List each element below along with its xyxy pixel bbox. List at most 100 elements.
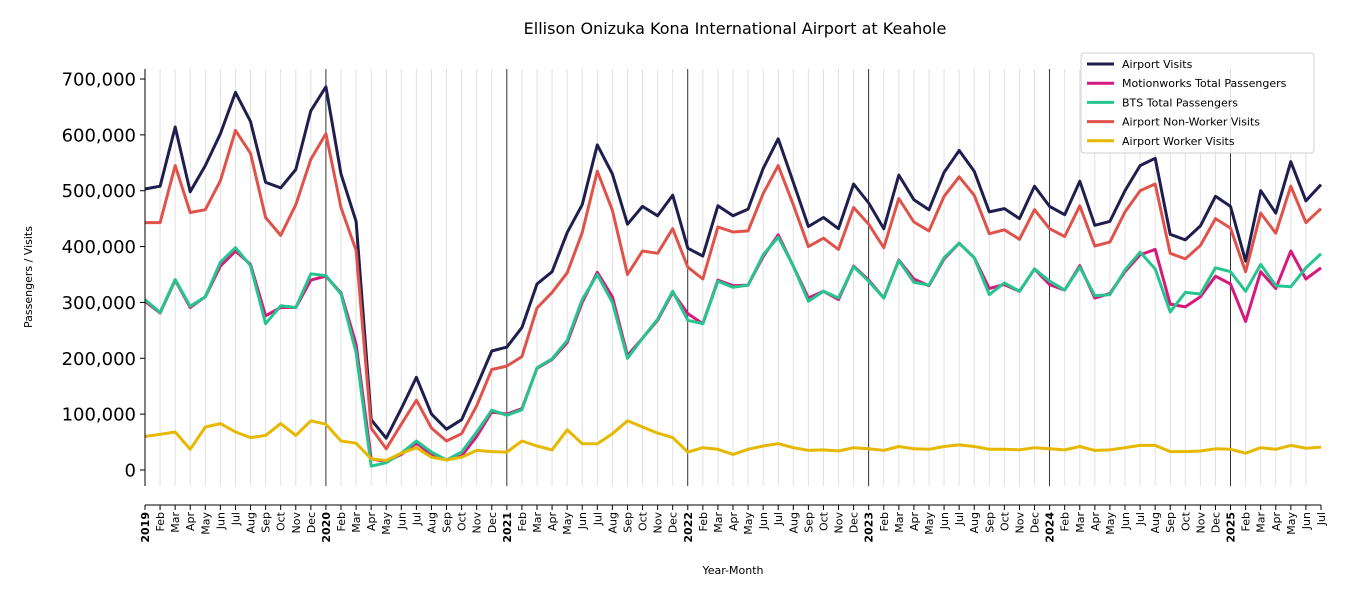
- x-tick-label: Sep: [621, 512, 634, 533]
- legend-label: Airport Worker Visits: [1122, 135, 1235, 148]
- x-tick-label: Feb: [516, 512, 529, 531]
- legend-label: Motionworks Total Passengers: [1122, 77, 1287, 90]
- legend-label: Airport Non-Worker Visits: [1122, 116, 1260, 129]
- x-tick-label: Sep: [802, 512, 815, 533]
- x-tick-label: Dec: [305, 512, 318, 533]
- x-tick-label: May: [742, 512, 755, 535]
- series-line-airport-non-worker-visits: [145, 128, 1323, 451]
- x-tick-label: Jul: [410, 512, 423, 526]
- x-tick-label: Dec: [486, 512, 499, 533]
- y-ticks: 0 100,000 200,000 300,000 400,000 500,000 600,…: [62, 70, 145, 482]
- y-tick-label: 200,000: [62, 349, 136, 370]
- legend-box: [1080, 52, 1315, 154]
- x-tick-label: Dec: [848, 512, 861, 533]
- x-tick-label: Nov: [1194, 512, 1207, 534]
- x-tick-label: 2022: [682, 512, 695, 543]
- x-tick-label: Oct: [1179, 511, 1192, 531]
- x-tick-label: 2020: [320, 512, 333, 543]
- x-tick-label: May: [1285, 512, 1298, 535]
- x-tick-label: May: [199, 512, 212, 535]
- x-tick-label: Dec: [1209, 512, 1222, 533]
- y-tick-label: 300,000: [62, 293, 136, 314]
- x-tick-label: Dec: [667, 512, 680, 533]
- y-tick-label: 600,000: [62, 125, 136, 146]
- x-tick-label: Aug: [425, 512, 438, 533]
- x-tick-label: Nov: [833, 512, 846, 534]
- x-tick-label: Apr: [1089, 512, 1102, 532]
- x-tick-label: Aug: [1149, 512, 1162, 533]
- x-ticks: 2019 Feb Mar Apr May Jun Jul Aug Sep Oct Nov Dec 202…: [139, 505, 1328, 543]
- x-tick-label: Jul: [229, 512, 242, 526]
- y-tick-label: 500,000: [62, 181, 136, 202]
- x-tick-label: Oct: [275, 511, 288, 531]
- x-tick-label: Jun: [576, 512, 589, 530]
- series-line-airport-visits: [144, 85, 1323, 440]
- x-tick-label: Apr: [184, 512, 197, 532]
- x-tick-label: Oct: [637, 511, 650, 531]
- y-tick-label: 700,000: [62, 70, 136, 91]
- x-tick-label: Sep: [260, 512, 273, 533]
- x-tick-label: 2025: [1225, 512, 1238, 543]
- x-tick-label: Aug: [245, 512, 258, 533]
- x-tick-label: 2023: [863, 512, 876, 543]
- x-tick-label: Jun: [395, 512, 408, 530]
- x-tick-label: Jul: [953, 512, 966, 526]
- x-tick-label: Mar: [712, 512, 725, 533]
- x-tick-label: Feb: [878, 512, 891, 531]
- x-tick-label: Jun: [938, 512, 951, 530]
- x-tick-label: Aug: [787, 512, 800, 533]
- x-tick-label: 2021: [501, 512, 514, 543]
- x-tick-label: Jul: [1134, 512, 1147, 526]
- x-tick-label: Jul: [591, 512, 604, 526]
- y-axis-label: Passengers / Visits: [22, 226, 35, 328]
- x-tick-label: Mar: [531, 512, 544, 533]
- x-tick-label: 2024: [1044, 512, 1057, 543]
- x-tick-label: Feb: [697, 512, 710, 531]
- x-axis-label: Year-Month: [701, 564, 763, 577]
- legend: Airport Visits Motionworks Total Passenge…: [1080, 52, 1315, 154]
- x-tick-label: Oct: [817, 511, 830, 531]
- series-line-bts-total-passengers: [144, 235, 1323, 468]
- x-tick-label: Oct: [998, 511, 1011, 531]
- x-tick-label: Mar: [169, 512, 182, 533]
- x-tick-label: Feb: [1059, 512, 1072, 531]
- x-tick-label: May: [1104, 512, 1117, 535]
- x-tick-label: Jun: [757, 512, 770, 530]
- x-tick-label: Feb: [154, 512, 167, 531]
- legend-label: Airport Visits: [1122, 58, 1193, 71]
- x-tick-label: Sep: [1164, 512, 1177, 533]
- x-tick-label: May: [923, 512, 936, 535]
- x-tick-label: Jul: [772, 512, 785, 526]
- series-lines: [144, 85, 1323, 468]
- x-tick-label: Nov: [290, 512, 303, 534]
- x-tick-label: Sep: [441, 512, 454, 533]
- y-tick-label: 100,000: [62, 405, 136, 426]
- x-tick-label: Jun: [214, 512, 227, 530]
- x-tick-label: Nov: [471, 512, 484, 534]
- y-tick-label: 400,000: [62, 237, 136, 258]
- x-tick-label: Dec: [1029, 512, 1042, 533]
- x-tick-label: Apr: [546, 512, 559, 532]
- x-tick-label: Apr: [1270, 512, 1283, 532]
- series-line-airport-worker-visits: [144, 419, 1322, 462]
- x-tick-label: Feb: [335, 512, 348, 531]
- x-tick-label: Apr: [727, 512, 740, 532]
- x-tick-label: Oct: [456, 511, 469, 531]
- x-tick-label: Nov: [652, 512, 665, 534]
- x-tick-label: May: [561, 512, 574, 535]
- y-tick-label: 0: [125, 461, 136, 482]
- x-tick-label: 2019: [139, 512, 152, 543]
- x-tick-label: Apr: [365, 512, 378, 532]
- x-tick-label: May: [380, 512, 393, 535]
- x-tick-label: Jun: [1119, 512, 1132, 530]
- legend-label: BTS Total Passengers: [1122, 96, 1238, 109]
- x-tick-label: Mar: [1255, 512, 1268, 533]
- x-tick-label: Nov: [1013, 512, 1026, 534]
- x-tick-label: Jun: [1300, 512, 1313, 530]
- x-tick-label: Sep: [983, 512, 996, 533]
- x-tick-label: Mar: [350, 512, 363, 533]
- x-tick-label: Apr: [908, 512, 921, 532]
- x-tick-label: Feb: [1240, 512, 1253, 531]
- x-tick-label: Aug: [968, 512, 981, 533]
